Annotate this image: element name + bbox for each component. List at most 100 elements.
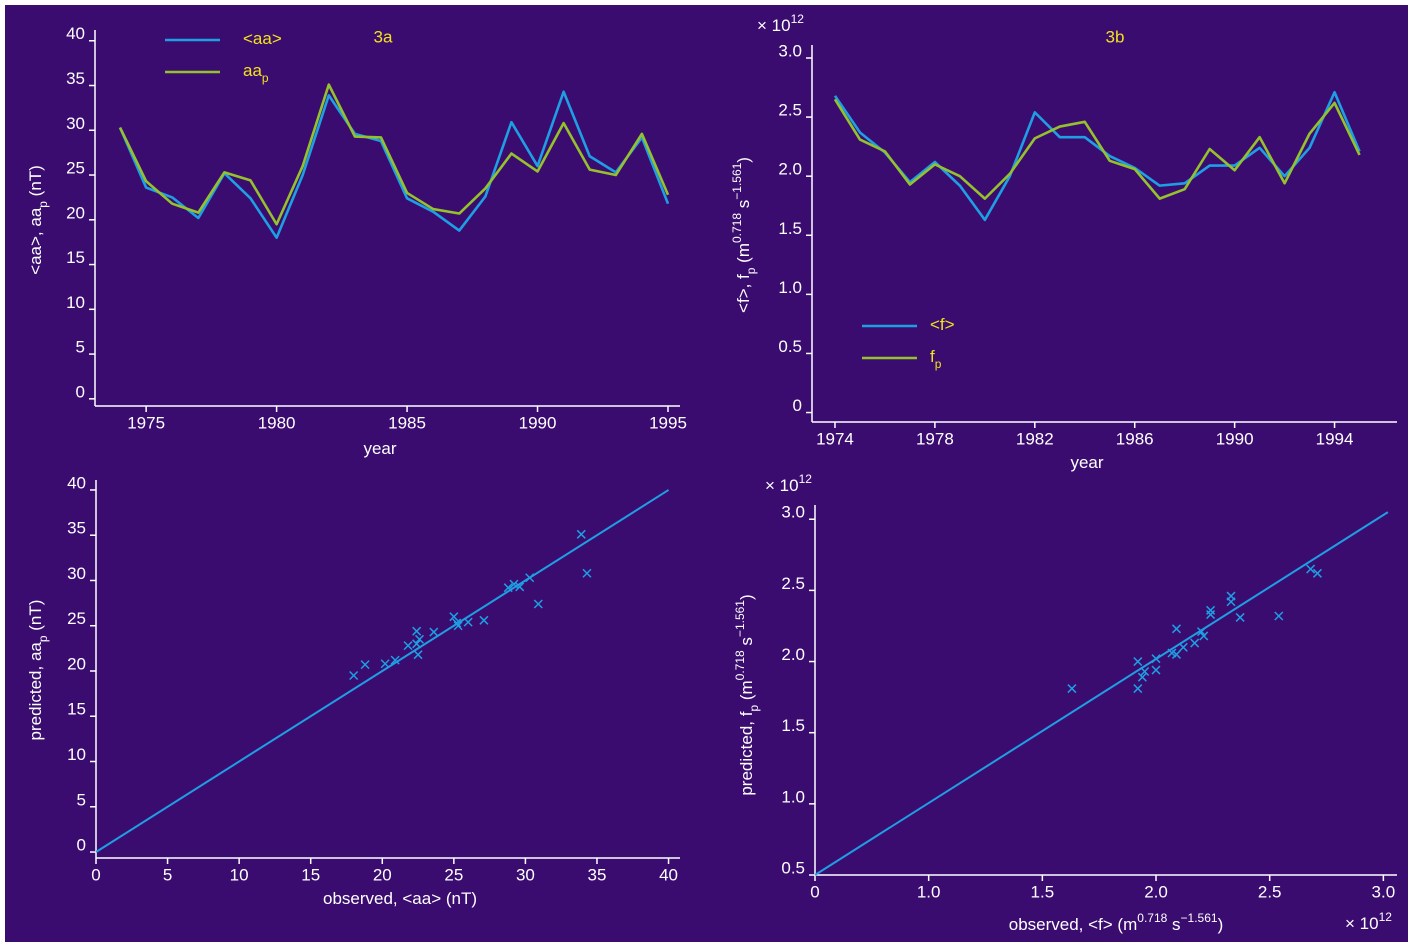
chart-title: 3a (374, 27, 393, 46)
label-part: p (262, 71, 269, 85)
y-tick-label: 10 (66, 293, 85, 312)
point-stroke (1206, 605, 1216, 615)
label-part: year (363, 439, 396, 458)
y-tick-label: 5 (77, 790, 86, 809)
scatter-point (360, 660, 370, 670)
y-tick-label: 25 (67, 609, 86, 628)
y-tick-label: 1.5 (778, 219, 802, 238)
label-part: p (935, 357, 942, 371)
point-stroke (452, 618, 462, 628)
x-tick-label: 30 (516, 865, 535, 884)
label-part: <f>, f (734, 274, 753, 313)
x-tick-label: 2.0 (1144, 882, 1168, 901)
y-tick-label: 20 (67, 654, 86, 673)
scatter-point (1067, 684, 1077, 694)
point-stroke (1196, 627, 1207, 637)
scatter-point (1312, 568, 1322, 578)
point-stroke (360, 660, 370, 670)
x-axis-label: year (1070, 453, 1103, 472)
label-part: <aa> (243, 29, 282, 48)
y-tick-label: 2.0 (778, 160, 802, 179)
label-part: −1.561 (730, 162, 744, 199)
label-part: × 10 (757, 16, 791, 35)
y-tick-label: 0 (793, 396, 802, 415)
point-stroke (1312, 568, 1322, 578)
y-tick-label: 40 (67, 473, 86, 492)
y-axis-label: <f>, fp (m0.718 s−1.561) (730, 157, 758, 313)
x-tick-label: 40 (659, 865, 678, 884)
scatter-point (1226, 591, 1236, 601)
label-part: −1.561 (1181, 911, 1218, 925)
scatter-point (1199, 631, 1209, 641)
y-multiplier: × 1012 (765, 472, 812, 495)
y-tick-label: 15 (66, 248, 85, 267)
label-part: −1.561 (733, 600, 747, 637)
background (5, 5, 1408, 942)
y-tick-label: 0.5 (778, 337, 802, 356)
scatter-point (1196, 627, 1207, 637)
point-stroke (429, 627, 439, 637)
y-axis-label: <aa>, aap (nT) (26, 165, 50, 275)
label-part: ) (1218, 915, 1224, 934)
scatter-point (1274, 611, 1284, 621)
x-tick-label: 20 (373, 865, 392, 884)
point-stroke (1140, 666, 1150, 677)
scatter-point (452, 618, 462, 628)
point-stroke (380, 659, 390, 669)
y-tick-label: 35 (66, 69, 85, 88)
x-tick-label: 0 (810, 882, 819, 901)
point-stroke (1133, 657, 1143, 667)
x-tick-label: 0 (91, 865, 100, 884)
y-tick-label: 30 (67, 564, 86, 583)
y-tick-label: 20 (66, 203, 85, 222)
point-stroke (1151, 665, 1161, 675)
x-tick-label: 1.5 (1031, 882, 1055, 901)
y-tick-label: 35 (67, 519, 86, 538)
y-tick-label: 10 (67, 745, 86, 764)
scatter-point (479, 615, 489, 625)
y-tick-label: 3.0 (781, 503, 805, 522)
label-part: p (747, 705, 761, 712)
x-tick-label: 35 (588, 865, 607, 884)
point-stroke (1171, 649, 1182, 659)
point-stroke (1133, 684, 1143, 694)
series-line (833, 98, 1361, 200)
label-part: year (1070, 453, 1103, 472)
label-part: p (36, 635, 50, 642)
point-stroke (582, 568, 592, 578)
x-tick-label: 1978 (916, 429, 954, 448)
x-tick-label: 5 (163, 865, 172, 884)
y-tick-label: 0 (76, 382, 85, 401)
scatter-point (576, 529, 586, 539)
x-tick-label: 10 (230, 865, 249, 884)
point-stroke (525, 573, 535, 583)
scatter-point (412, 639, 422, 649)
x-tick-label: 1986 (1116, 429, 1154, 448)
point-stroke (412, 626, 422, 636)
x-multiplier: × 1012 (1345, 910, 1392, 933)
y-axis-label: predicted, aap (nT) (26, 600, 50, 741)
label-part: ) (737, 594, 756, 600)
scatter-point (414, 634, 425, 644)
label-part: <aa>, aa (26, 207, 45, 275)
x-tick-label: 1975 (127, 413, 165, 432)
label-part: s (1167, 915, 1180, 934)
point-stroke (533, 599, 543, 609)
x-tick-label: 1980 (258, 413, 296, 432)
scatter-point (1151, 665, 1161, 675)
y-axis-label: predicted, fp (m0.718 s−1.561) (733, 594, 761, 795)
legend-label: aap (243, 61, 269, 85)
y-tick-label: 40 (66, 24, 85, 43)
label-part: predicted, aa (26, 642, 45, 741)
point-stroke (1199, 631, 1209, 641)
point-stroke (1137, 672, 1147, 682)
point-stroke (1226, 591, 1236, 601)
y-tick-label: 2.0 (781, 645, 805, 664)
legend-label: <f> (930, 315, 955, 334)
point-stroke (390, 655, 400, 665)
fit-line (814, 511, 1389, 876)
x-tick-label: 15 (301, 865, 320, 884)
point-stroke (1067, 684, 1077, 694)
label-part: (m (737, 680, 756, 705)
